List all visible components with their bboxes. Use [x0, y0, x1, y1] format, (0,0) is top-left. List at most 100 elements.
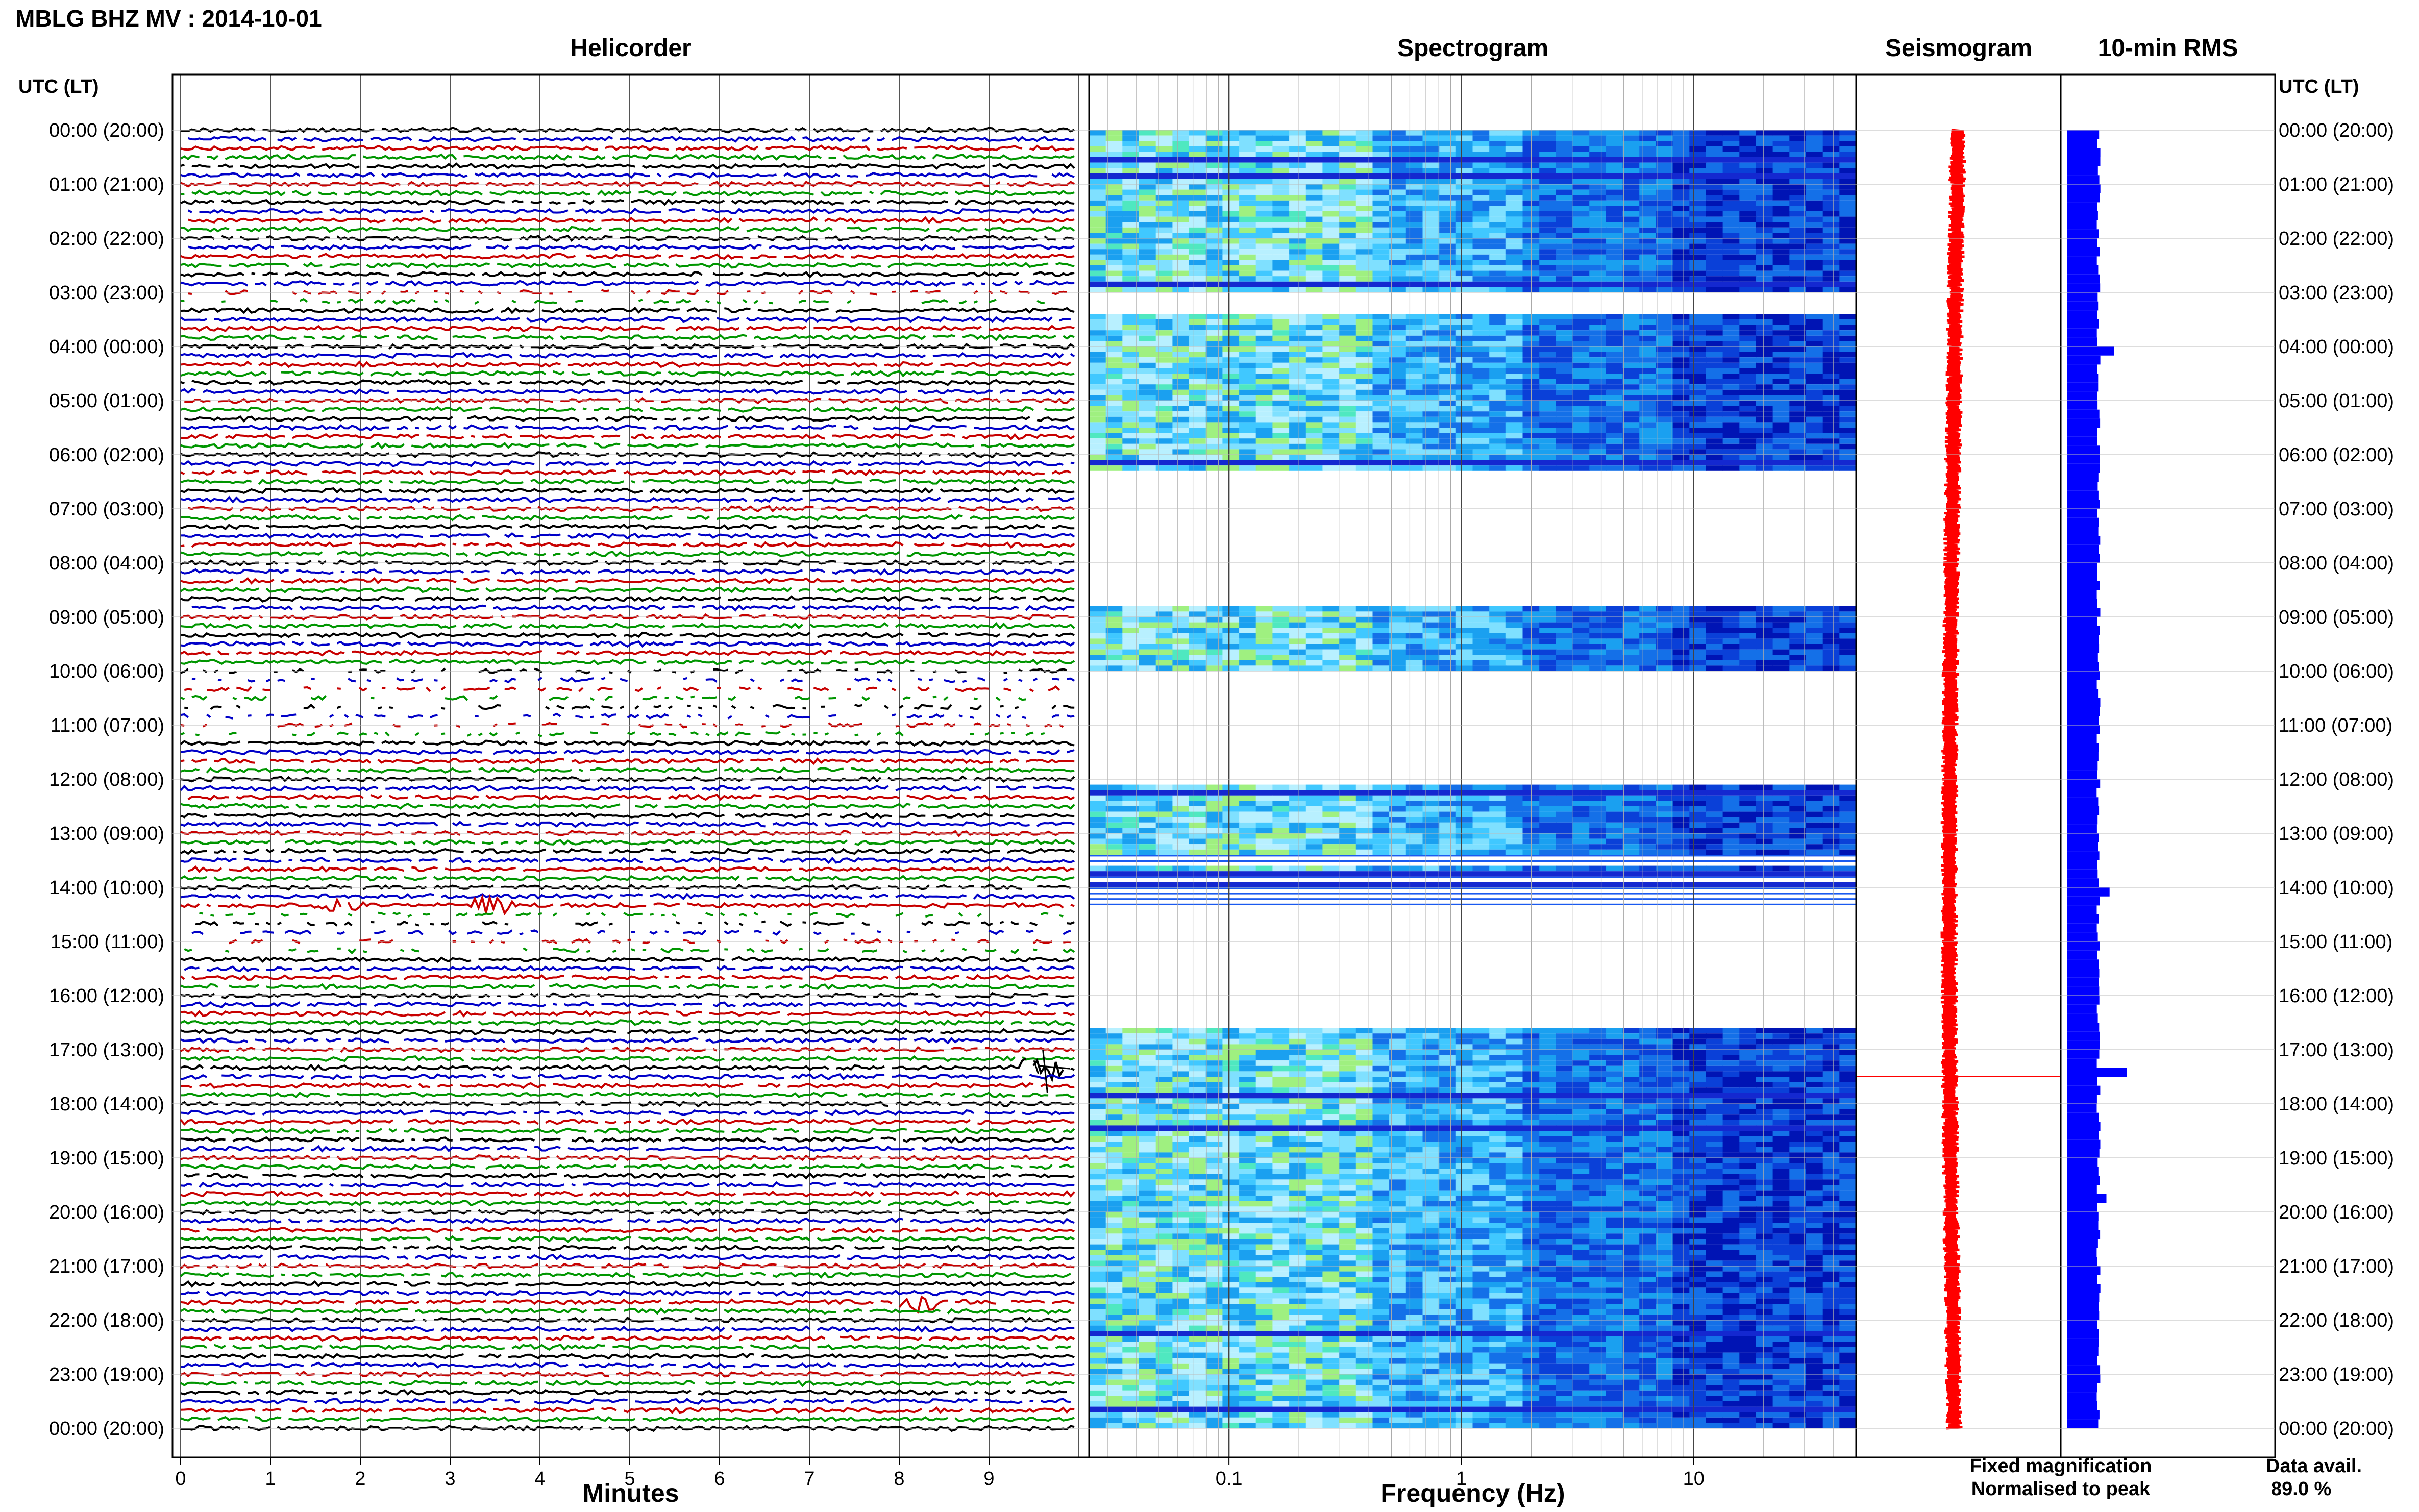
spectrogram-cell: [1772, 811, 1790, 817]
spectrogram-cell: [1155, 195, 1173, 201]
spectrogram-cell: [1122, 806, 1140, 812]
spectrogram-cell: [1389, 379, 1406, 385]
spectrogram-cell: [1772, 243, 1790, 250]
spectrogram-cell: [1639, 287, 1657, 292]
spectrogram-cell: [1305, 633, 1323, 639]
spectrogram-cell: [1672, 362, 1690, 368]
spectrogram-cell: [1839, 195, 1857, 201]
spectrogram-cell: [1322, 838, 1340, 845]
spectrogram-cell: [1239, 184, 1256, 190]
spectrogram-cell: [1155, 179, 1173, 184]
spectrogram-cell: [1439, 401, 1457, 406]
spectrogram-cell: [1589, 1147, 1607, 1153]
spectrogram-row: [1089, 433, 1857, 439]
helicorder-trace: [180, 1181, 1075, 1188]
spectrogram-cell: [1122, 168, 1140, 173]
spectrogram-cell: [1322, 638, 1340, 644]
spectrogram-cell: [1389, 233, 1406, 238]
spectrogram-cell: [1339, 233, 1356, 238]
spectrogram-cell: [1422, 179, 1440, 184]
spectrogram-cell: [1556, 849, 1573, 855]
spectrogram-cell: [1806, 200, 1823, 206]
spectrogram-cell: [1756, 227, 1773, 233]
spectrogram-cell: [1289, 1120, 1306, 1126]
spectrogram-cell: [1272, 849, 1290, 855]
spectrogram-cell: [1305, 1038, 1323, 1045]
helicorder-trace: [180, 306, 1075, 314]
spectrogram-cell: [1322, 828, 1340, 833]
spectrogram-cell: [1189, 665, 1206, 671]
spectrogram-cell: [1572, 374, 1590, 379]
spectrogram-cell: [1372, 357, 1390, 363]
spectrogram-cell: [1772, 611, 1790, 617]
spectrogram-cell: [1839, 844, 1857, 850]
spectrogram-cell: [1739, 465, 1757, 471]
spectrogram-cell: [1556, 644, 1573, 650]
spectrogram-cell: [1172, 622, 1190, 628]
spectrogram-cell: [1722, 438, 1740, 444]
spectrogram-cell: [1122, 243, 1140, 250]
spectrogram-cell: [1405, 395, 1423, 401]
spectrogram-cell: [1305, 443, 1323, 450]
spectrogram-cell: [1672, 243, 1690, 250]
spectrogram-cell: [1539, 249, 1557, 255]
spectrogram-cell: [1355, 243, 1373, 250]
spectrogram-cell: [1105, 346, 1123, 352]
spectrogram-cell: [1155, 428, 1173, 433]
spectrogram-cell: [1722, 1028, 1740, 1034]
spectrogram-cell: [1589, 384, 1607, 390]
spectrogram-cell: [1789, 1060, 1807, 1066]
spectrogram-cell: [1439, 1071, 1457, 1077]
spectrogram-cell: [1339, 341, 1356, 346]
spectrogram-cell: [1606, 243, 1623, 250]
spectrogram-cell: [1539, 341, 1557, 346]
spectrogram-row: [1089, 314, 1857, 319]
spectrogram-cell: [1706, 1142, 1723, 1147]
spectrogram-cell: [1122, 416, 1140, 423]
spectrogram-cell: [1772, 806, 1790, 812]
spectrogram-cell: [1689, 130, 1707, 136]
spectrogram-cell: [1572, 1044, 1590, 1050]
spectrogram-cell: [1639, 784, 1657, 790]
spectrogram-cell: [1489, 265, 1507, 271]
spectrogram-cell: [1089, 1158, 1106, 1163]
helicorder-trace: [180, 875, 1075, 882]
spectrogram-cell: [1622, 1087, 1640, 1093]
spectrogram-cell: [1205, 395, 1223, 401]
spectrogram-cell: [1839, 628, 1857, 633]
spectrogram-cell: [1739, 1142, 1757, 1147]
spectrogram-cell: [1222, 287, 1240, 292]
spectrogram-cell: [1272, 179, 1290, 184]
spectrogram-cell: [1789, 368, 1807, 374]
spectrogram-cell: [1172, 411, 1190, 417]
spectrogram-cell: [1455, 222, 1473, 228]
spectrogram-cell: [1672, 838, 1690, 845]
spectrogram-cell: [1155, 1077, 1173, 1082]
helicorder-trace: [180, 1244, 1075, 1252]
spectrogram-cell: [1089, 1050, 1106, 1055]
spectrogram-cell: [1505, 1114, 1523, 1120]
spectrogram-cell: [1672, 141, 1690, 146]
spectrogram-cell: [1372, 801, 1390, 806]
helicorder-trace: [180, 1136, 1075, 1144]
spectrogram-cell: [1806, 260, 1823, 265]
spectrogram-cell: [1572, 1050, 1590, 1055]
spectrogram-cell: [1622, 227, 1640, 233]
spectrogram-cell: [1789, 206, 1807, 211]
spectrogram-cell: [1189, 784, 1206, 790]
spectrogram-cell: [1839, 270, 1857, 277]
helicorder-trace: [180, 1253, 1075, 1260]
spectrogram-cell: [1572, 1098, 1590, 1104]
spectrogram-cell: [1606, 319, 1623, 325]
spectrogram-cell: [1389, 211, 1406, 217]
spectrogram-cell: [1706, 162, 1723, 168]
spectrogram-cell: [1089, 465, 1106, 471]
spectrogram-cell: [1505, 200, 1523, 206]
spectrogram-cell: [1472, 1077, 1490, 1082]
spectrogram-cell: [1539, 638, 1557, 644]
spectrogram-cell: [1172, 1087, 1190, 1093]
spectrogram-cell: [1155, 379, 1173, 385]
spectrogram-cell: [1489, 130, 1507, 136]
spectrogram-cell: [1222, 443, 1240, 450]
spectrogram-cell: [1639, 216, 1657, 222]
